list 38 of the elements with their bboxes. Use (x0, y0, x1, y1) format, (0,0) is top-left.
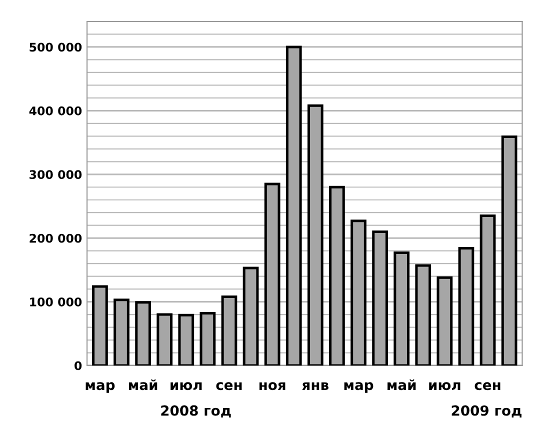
bar (92, 285, 108, 366)
x-tick-label: июл (429, 382, 460, 390)
x-tick-label: сен (474, 382, 500, 390)
y-tick-label: 0 (74, 361, 82, 370)
bar (458, 247, 474, 366)
x-tick-label: май (388, 379, 416, 390)
bar (350, 220, 366, 366)
bar (178, 314, 194, 366)
bar (264, 182, 280, 366)
x-tick-label: мар (86, 382, 115, 393)
x-tick-label: сен (216, 382, 242, 390)
bar (436, 276, 453, 366)
y-tick-label: 500 000 (30, 42, 82, 52)
bar (307, 104, 324, 366)
text: 2009 год (452, 405, 522, 418)
bar (114, 298, 130, 366)
bar (221, 295, 238, 366)
bar (501, 136, 518, 366)
bar (156, 313, 173, 366)
x-tick-label: июл (170, 382, 202, 390)
x-tick-label: май (128, 379, 158, 390)
text: 2008 год (161, 405, 231, 418)
x-tick-label: ноя (259, 382, 286, 390)
bar (372, 230, 388, 366)
y-tick-label: 400 000 (29, 106, 82, 116)
bar (415, 264, 432, 366)
x-tick-label: мар (344, 382, 374, 393)
bar (286, 46, 302, 366)
bar (135, 301, 151, 366)
y-tick-label: 200 000 (30, 234, 82, 243)
bar (200, 312, 216, 366)
bar (480, 214, 496, 366)
bar (394, 251, 410, 366)
y-tick-label: 100 000 (30, 298, 82, 306)
y-tick-label: 300 000 (30, 170, 82, 180)
x-tick-label: янв (302, 382, 328, 390)
bar (242, 266, 259, 366)
bar (329, 186, 345, 366)
